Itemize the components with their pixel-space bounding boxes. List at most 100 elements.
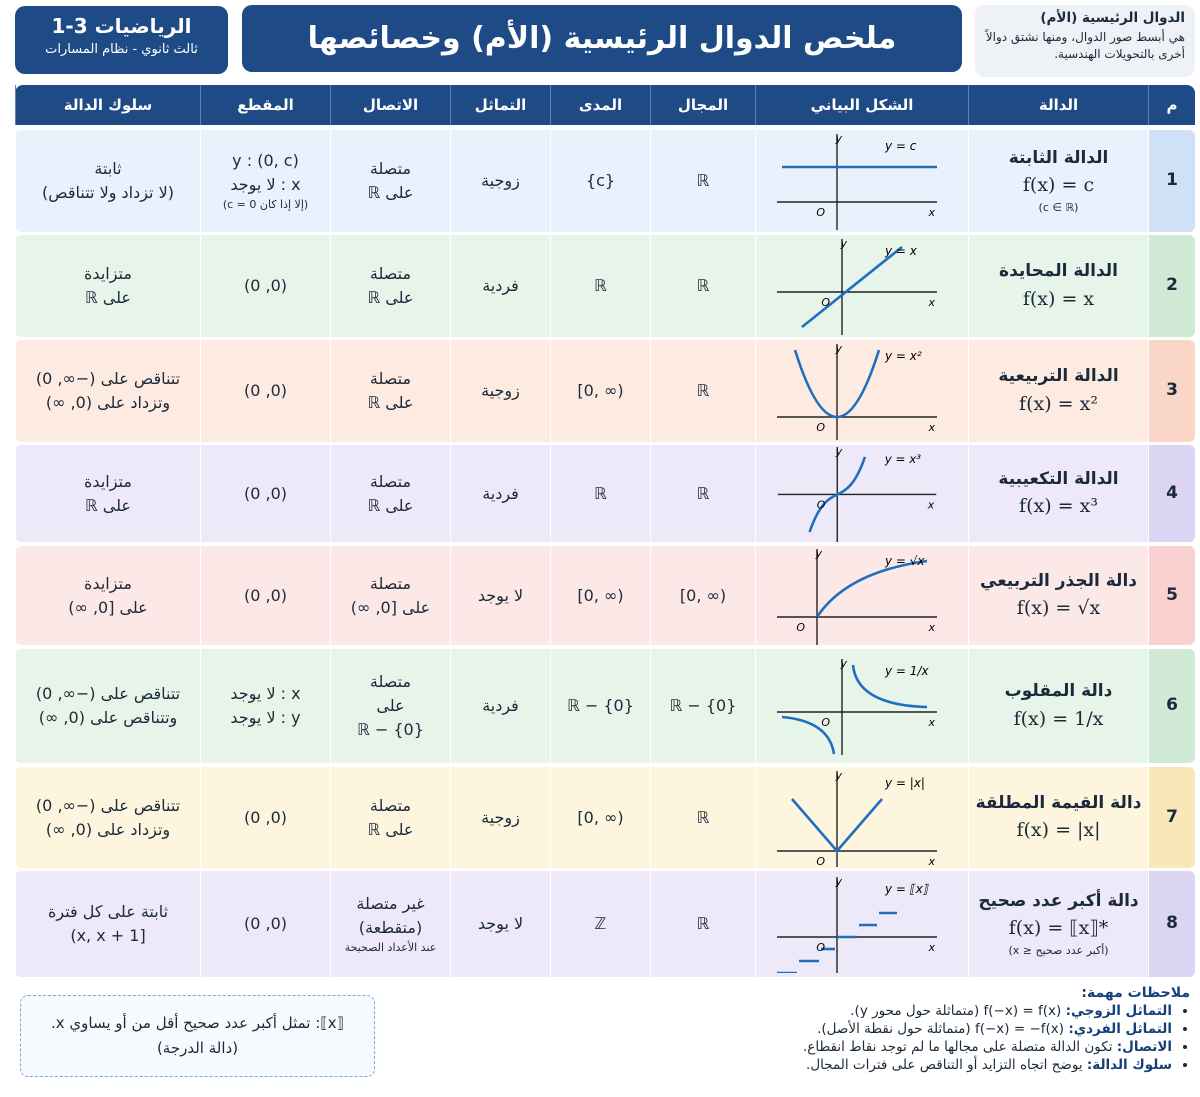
function-name: الدالة الثابتة (1008, 147, 1109, 168)
symmetry: لا يوجد (477, 914, 524, 933)
notes-title: ملاحظات مهمة: (1081, 985, 1190, 1001)
continuity-cell: متصلة على ℝ (330, 130, 450, 232)
continuity: عند الأعداد الصحيحة (344, 940, 437, 954)
range: [0, ∞) (577, 381, 624, 400)
intercepts-cell: (0, 0) (200, 546, 330, 645)
axis-x-label: x (927, 621, 935, 634)
curve (791, 797, 883, 853)
axis-x-label: x (927, 296, 935, 309)
number-cell: 8 (1148, 871, 1195, 977)
graph-label: y = |x| (884, 776, 925, 790)
function-name: الدالة التربيعية (998, 366, 1119, 386)
note-text: يوضح اتجاه التزايد أو التناقص على فترات … (806, 1057, 1083, 1073)
function-formula: f(x) = c (1022, 174, 1095, 197)
continuity-cell: متصلة على ℝ (330, 767, 450, 868)
function-note: (أكبر عدد صحيح ≤ x) (1008, 943, 1109, 957)
continuity: على ℝ (367, 495, 414, 515)
title: ملخص الدوال الرئيسية (الأم) وخصائصها (242, 5, 962, 72)
curve (793, 349, 881, 419)
domain-cell: ℝ (650, 340, 755, 442)
intercepts-cell: (0, 0) (200, 871, 330, 977)
range-cell: ℝ (550, 235, 650, 337)
symmetry: فردية (482, 483, 519, 503)
graph-label: y = x³ (884, 452, 922, 466)
curve (815, 559, 928, 618)
number-cell: 7 (1148, 767, 1195, 868)
intro-title: الدوال الرئيسية (الأم) (1040, 10, 1185, 26)
continuity: على ℝ (367, 183, 414, 202)
range-cell: ℝ − {0} (550, 649, 650, 763)
axis-x-label: x (927, 421, 935, 434)
behavior: ثابتة على كل فترة (47, 902, 169, 921)
notes-list: التماثل الزوجي: f(−x) = f(x) (متماثلة حو… (770, 1003, 1190, 1073)
function-cell: دالة القيمة المطلقة f(x) = |x| (968, 767, 1148, 868)
origin-label: O (796, 621, 805, 634)
axis-x-label: x (927, 498, 935, 511)
function-cell: الدالة الثابتة f(x) = c (c ∈ ℝ) (968, 130, 1148, 232)
symmetry-cell: فردية (450, 445, 550, 542)
graph: x y Oy = |x| (777, 769, 937, 867)
behavior: وتزداد على (0, ∞) (45, 393, 171, 412)
function-name: دالة المقلوب (1004, 681, 1113, 701)
note-item: التماثل الزوجي: f(−x) = f(x) (متماثلة حو… (770, 1003, 1172, 1019)
axis-y-label: y (834, 342, 842, 355)
symmetry-cell: زوجية (450, 767, 550, 868)
function-name: الدالة المحايدة (999, 261, 1118, 281)
intercept: (0, 0) (243, 381, 288, 400)
behavior: تتناقص على (−∞, 0) (35, 684, 181, 703)
axis-y-label: y (834, 132, 842, 145)
axis-y-label: y (839, 237, 847, 250)
graph-label: y = x (884, 244, 918, 258)
symmetry: فردية (482, 696, 519, 715)
behavior: [x, x + 1) (70, 926, 146, 945)
number-cell: 5 (1148, 546, 1195, 645)
number-cell: 6 (1148, 649, 1195, 763)
axis-x-label: x (927, 206, 935, 219)
note-text: f(−x) = f(x) (متماثلة حول محور y). (850, 1003, 1062, 1019)
origin-label: O (816, 421, 825, 434)
note-term: سلوك الدالة: (1086, 1057, 1172, 1073)
domain: ℝ (696, 483, 710, 503)
origin-label: O (816, 941, 825, 954)
function-name: دالة القيمة المطلقة (975, 792, 1142, 813)
domain-cell: ℝ (650, 235, 755, 337)
intercept: (0, 0) (243, 276, 288, 295)
notes: ملاحظات مهمة: التماثل الزوجي: f(−x) = f(… (770, 985, 1190, 1095)
row-number: 2 (1166, 275, 1178, 296)
note-text: تكون الدالة متصلة على مجالها ما لم توجد … (803, 1039, 1113, 1055)
row-bg (15, 340, 1195, 442)
callout-line: ⟦x⟧: تمثل أكبر عدد صحيح أقل من أو يساوي … (50, 1013, 345, 1032)
function-note: (c ∈ ℝ) (1038, 200, 1079, 214)
continuity: متصلة (369, 264, 412, 283)
subject: الرياضيات 3-1 (51, 14, 192, 38)
row-bg (15, 767, 1195, 868)
behavior: تتناقص على (−∞, 0) (35, 795, 181, 815)
curve (801, 245, 903, 329)
continuity-cell: متصلة على ℝ (330, 445, 450, 542)
row-bg (15, 235, 1195, 337)
graph: x y Oy = √x (777, 547, 937, 645)
graph-label: y = 1/x (884, 664, 929, 678)
curve (781, 715, 836, 755)
row-number: 7 (1166, 806, 1178, 827)
origin-label: O (816, 855, 825, 867)
continuity: متصلة (369, 159, 412, 178)
behavior: ثابتة (94, 159, 122, 178)
table: م الدالة الشكل البياني المجال المدى التماثل ال… (15, 85, 1195, 977)
note-item: الاتصال: تكون الدالة متصلة على مجالها ما… (770, 1039, 1172, 1055)
row-bg (15, 649, 1195, 763)
axis-x-label: x (927, 716, 935, 729)
behavior-cell: ثابتة على كل فترة [x, x + 1) (15, 871, 200, 977)
function-cell: الدالة المحايدة f(x) = x (968, 235, 1148, 337)
row-number: 5 (1166, 584, 1178, 605)
graph: x y Oy = 1/x (777, 657, 937, 755)
intercepts-cell: (0, 0) (200, 767, 330, 868)
intercept: (0, 0) (243, 483, 288, 503)
continuity: (متقطعة) (358, 917, 423, 937)
behavior: (لا تزداد ولا تتناقص) (42, 183, 174, 202)
